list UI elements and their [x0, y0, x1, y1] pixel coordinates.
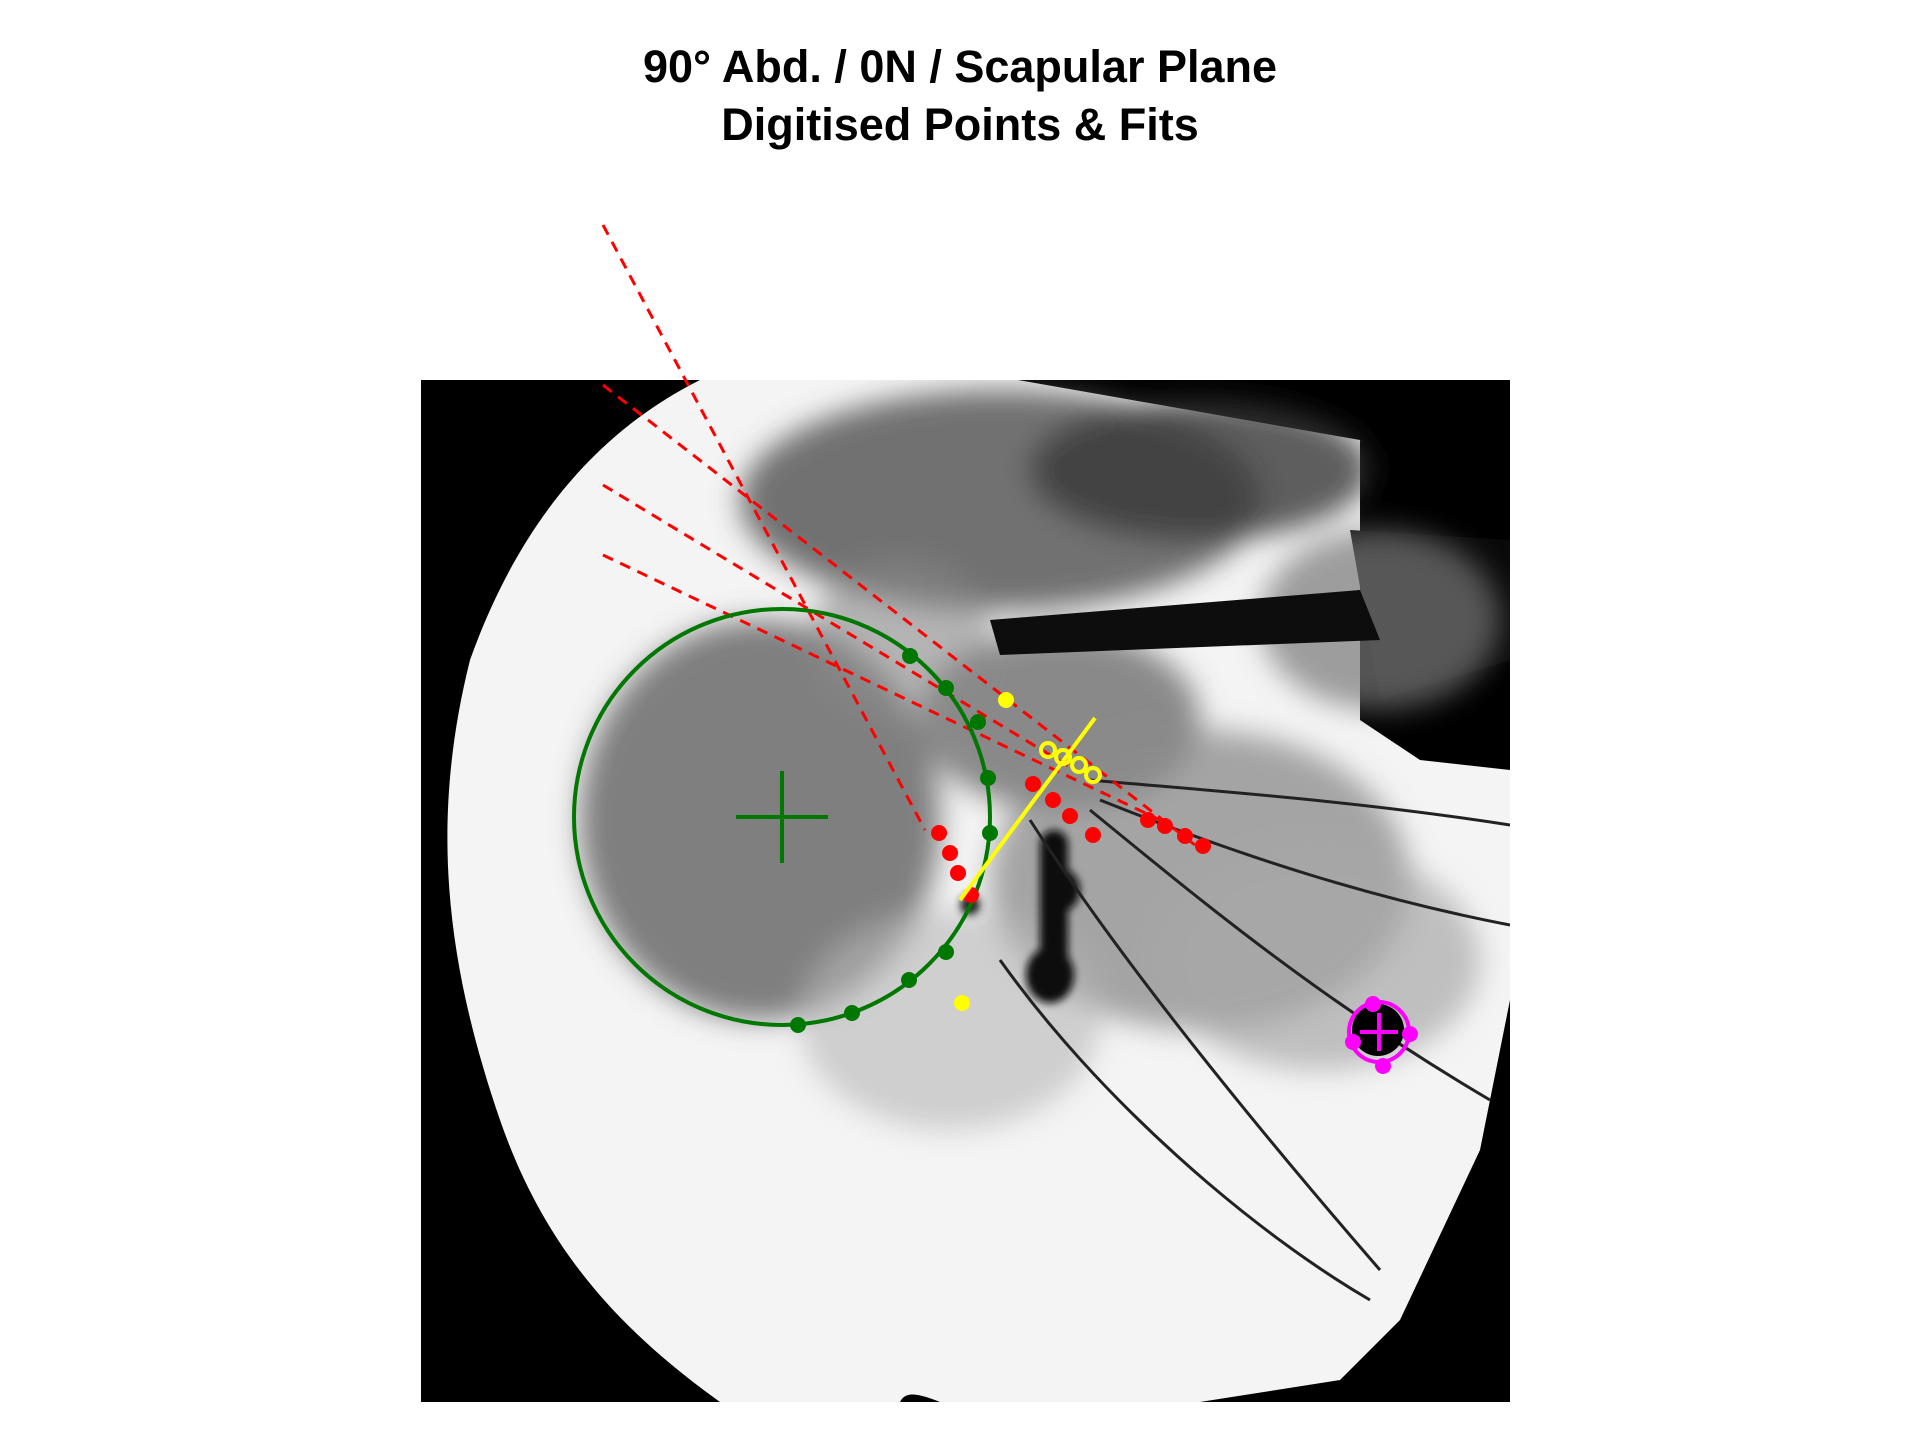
title-line-2: Digitised Points & Fits [721, 99, 1199, 150]
scapular-fit-line [958, 716, 1097, 902]
wires [998, 778, 1510, 1302]
glenoid-points [931, 776, 1211, 903]
scapular-points [954, 692, 1014, 1011]
scapular-ring-points [1039, 741, 1102, 784]
title-line-1: 90° Abd. / 0N / Scapular Plane [642, 41, 1278, 92]
humeral-head-fit [572, 607, 998, 1033]
marker-fit [1345, 996, 1418, 1074]
xray-image [421, 380, 1510, 1402]
humeral-head-center-icon [736, 771, 828, 863]
humeral-head-points [790, 648, 998, 1033]
scapular-fit [954, 692, 1102, 1011]
marker-center-icon [1360, 1013, 1398, 1051]
humeral-head-circle [572, 607, 992, 1027]
tissue-shadows [580, 390, 1500, 1130]
figure-title: 90° Abd. / 0N / Scapular Plane Digitised… [0, 38, 1920, 154]
glenoid-fit-lines [601, 224, 1196, 847]
marker-points [1345, 996, 1418, 1074]
